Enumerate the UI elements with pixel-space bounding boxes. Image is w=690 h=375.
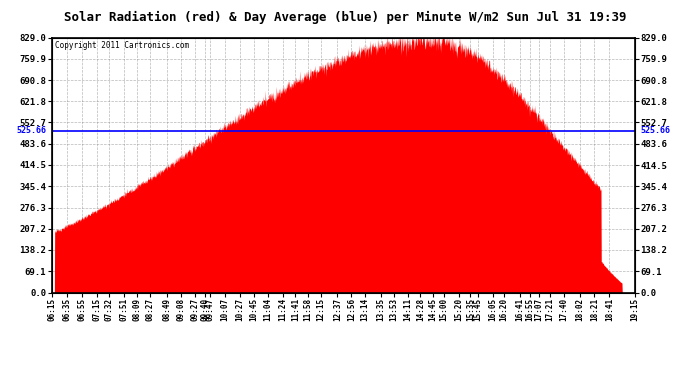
Text: Copyright 2011 Cartronics.com: Copyright 2011 Cartronics.com bbox=[55, 41, 189, 50]
Text: 525.66: 525.66 bbox=[16, 126, 46, 135]
Text: 525.66: 525.66 bbox=[640, 126, 671, 135]
Text: Solar Radiation (red) & Day Average (blue) per Minute W/m2 Sun Jul 31 19:39: Solar Radiation (red) & Day Average (blu… bbox=[63, 11, 627, 24]
